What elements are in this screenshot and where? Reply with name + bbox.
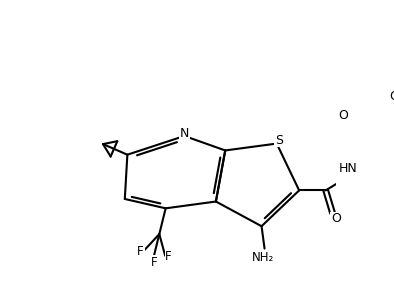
- Text: F: F: [165, 250, 172, 263]
- Text: F: F: [138, 245, 144, 258]
- Text: HN: HN: [338, 162, 357, 175]
- Text: O: O: [389, 91, 394, 103]
- Text: NH₂: NH₂: [252, 251, 274, 263]
- Text: F: F: [151, 256, 157, 269]
- Text: N: N: [180, 127, 189, 140]
- Text: S: S: [275, 134, 283, 147]
- Text: O: O: [338, 110, 349, 122]
- Text: O: O: [331, 212, 341, 225]
